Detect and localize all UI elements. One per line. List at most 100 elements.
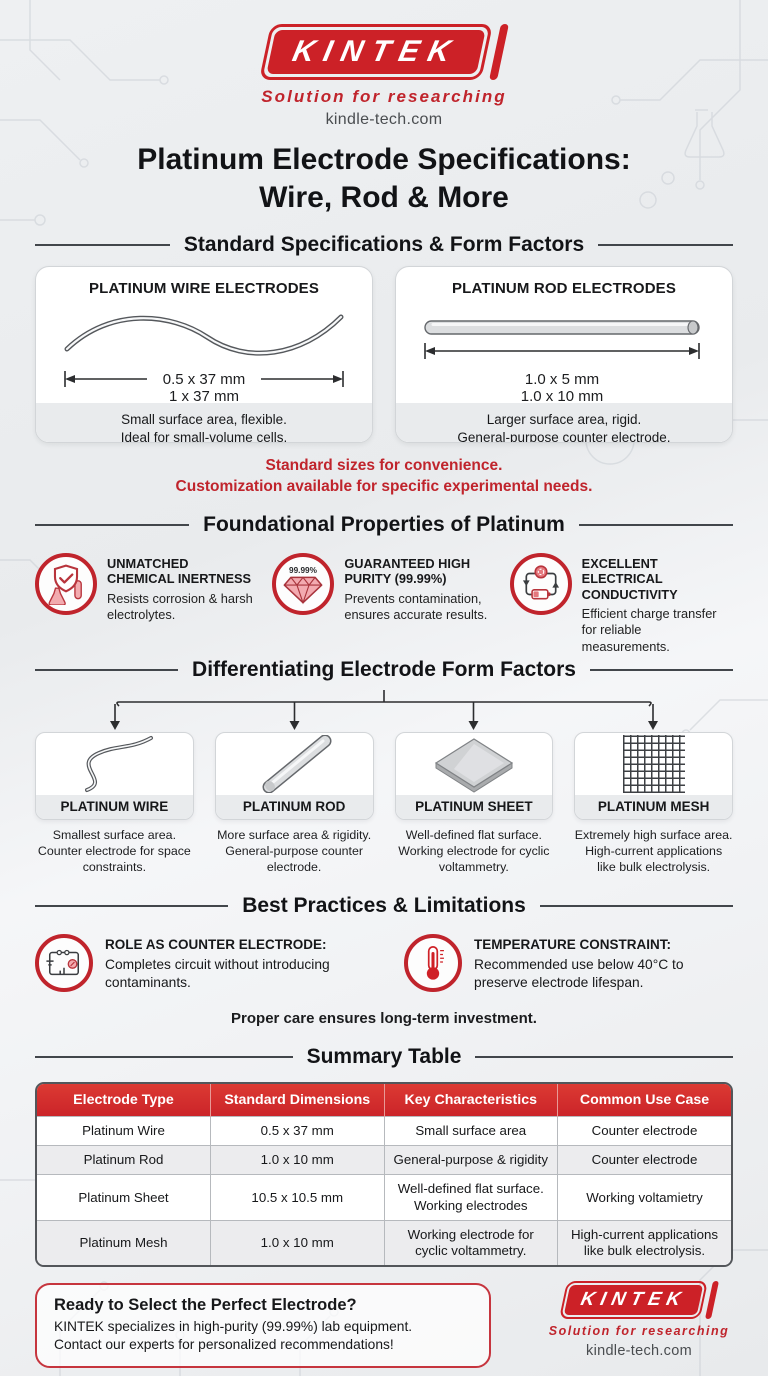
battery-circuit-icon — [509, 553, 572, 615]
property-title: EXCELLENT ELECTRICAL CONDUCTIVITY — [581, 556, 678, 602]
table-header-row: Electrode Type Standard Dimensions Key C… — [37, 1084, 731, 1117]
property-desc: Resists corrosion & harsh electrolytes. — [107, 590, 253, 623]
table-cell: General-purpose & rigidity — [383, 1145, 558, 1176]
form-factor-boxes: PLATINUM WIRE PLATINUM ROD PLATINUM SHEE… — [35, 732, 733, 820]
form-factor-descriptions: Smallest surface area. Counter electrode… — [35, 827, 733, 875]
rod-desc2: General-purpose counter electrode. — [457, 429, 671, 443]
summary-table: Electrode Type Standard Dimensions Key C… — [35, 1082, 733, 1268]
section-heading-summary: Summary Table — [35, 1045, 733, 1069]
summary-heading: Summary Table — [306, 1045, 462, 1068]
circuit-loop-icon — [35, 934, 93, 992]
wire-card: PLATINUM WIRE ELECTRODES 0.5 x 37 mm 1 x… — [35, 266, 373, 443]
cta-title: Ready to Select the Perfect Electrode? — [54, 1296, 357, 1314]
divider-line — [475, 1056, 733, 1058]
table-cell: Counter electrode — [557, 1115, 731, 1147]
spec-cards: PLATINUM WIRE ELECTRODES 0.5 x 37 mm 1 x… — [35, 266, 733, 443]
section-heading-properties: Foundational Properties of Platinum — [35, 513, 733, 537]
divider-line — [35, 905, 229, 907]
best-practices-heading: Best Practices & Limitations — [242, 894, 526, 917]
section-heading-form-factors: Differentiating Electrode Form Factors — [35, 658, 733, 682]
brand-tagline: Solution for researching — [261, 87, 507, 106]
table-row: Platinum Wire 0.5 x 37 mm Small surface … — [37, 1115, 731, 1147]
table-row: Platinum Mesh 1.0 x 10 mm Working electr… — [37, 1219, 731, 1266]
shield-flask-icon — [35, 553, 97, 615]
divider-line — [578, 524, 733, 526]
kintek-logo-small: KINTEK — [545, 1281, 733, 1319]
table-cell: 0.5 x 37 mm — [210, 1115, 385, 1147]
form-factor-sheet: PLATINUM SHEET — [394, 732, 554, 820]
property-inertness: UNMATCHED CHEMICAL INERTNESS Resists cor… — [35, 553, 258, 655]
brand-website: kindle-tech.com — [586, 1343, 692, 1359]
form-factor-wire: PLATINUM WIRE — [35, 732, 194, 820]
page-title-line2: Wire, Rod & More — [259, 180, 509, 214]
header: KINTEK Solution for researching kindle-t… — [35, 24, 733, 129]
care-note: Proper care ensures long-term investment… — [231, 1010, 537, 1027]
branch-connector — [35, 690, 733, 735]
divider-line — [589, 669, 733, 671]
table-cell: Working voltamietry — [557, 1174, 731, 1221]
property-desc: Prevents contamination, ensures accurate… — [344, 590, 488, 623]
table-cell: 1.0 x 10 mm — [210, 1219, 385, 1266]
table-cell: Counter electrode — [557, 1145, 731, 1176]
form-factor-label: PLATINUM ROD — [215, 795, 373, 819]
property-title: GUARANTEED HIGH PURITY (99.99%) — [344, 556, 471, 587]
form-factor-label: PLATINUM WIRE — [36, 795, 193, 819]
form-factor-label: PLATINUM MESH — [575, 795, 732, 819]
table-cell: Platinum Mesh — [37, 1219, 211, 1266]
note-line2: Customization available for specific exp… — [175, 477, 593, 495]
table-cell: 10.5 x 10.5 mm — [210, 1174, 385, 1221]
form-factors-heading: Differentiating Electrode Form Factors — [192, 658, 576, 681]
sheet-thumb-icon — [396, 733, 553, 795]
table-row: Platinum Rod 1.0 x 10 mm General-purpose… — [37, 1145, 731, 1176]
divider-line — [539, 905, 733, 907]
wire-card-footer: Small surface area, flexible. Ideal for … — [36, 403, 372, 443]
divider-line — [598, 244, 734, 246]
footer-brand: KINTEK Solution for researching kindle-t… — [545, 1281, 733, 1359]
rod-card: PLATINUM ROD ELECTRODES 1.0 x 5 mm 1.0 x… — [395, 266, 733, 443]
table-cell: High-current applications like bulk elec… — [557, 1219, 731, 1266]
note-line1: Standard sizes for convenience. — [265, 457, 503, 474]
rod-diagram: 1.0 x 5 mm 1.0 x 10 mm — [424, 320, 700, 403]
wire-dim1: 0.5 x 37 mm — [163, 371, 246, 388]
rod-card-footer: Larger surface area, rigid. General-purp… — [396, 403, 732, 443]
rod-desc1: Larger surface area, rigid. — [486, 412, 642, 427]
table-cell: Platinum Rod — [37, 1145, 211, 1176]
logo-slash-icon — [488, 24, 509, 80]
cta-line1: KINTEK specializes in high-purity (99.99… — [54, 1319, 413, 1334]
col-header: Common Use Case — [557, 1084, 731, 1117]
divider-line — [35, 244, 170, 246]
customization-note: Standard sizes for convenience. Customiz… — [35, 456, 733, 498]
form-factor-label: PLATINUM SHEET — [395, 795, 553, 819]
wire-card-title: PLATINUM WIRE ELECTRODES — [89, 280, 319, 297]
brand-name: KINTEK — [578, 1289, 689, 1310]
form-factor-desc: Smallest surface area. Counter electrode… — [37, 828, 191, 875]
page-title: Platinum Electrode Specifications: Wire,… — [35, 141, 733, 216]
form-factor-desc: More surface area & rigidity. General-pu… — [217, 828, 372, 875]
page-title-line1: Platinum Electrode Specifications: — [137, 143, 631, 176]
bp-desc: Completes circuit without introducing co… — [105, 957, 330, 990]
table-cell: Platinum Wire — [37, 1115, 211, 1147]
best-practices-row: ROLE AS COUNTER ELECTRODE: Completes cir… — [35, 934, 733, 992]
thermometer-icon — [404, 934, 463, 992]
rod-dim2: 1.0 x 10 mm — [521, 388, 604, 403]
section-heading-best-practices: Best Practices & Limitations — [35, 894, 733, 918]
mesh-thumb-icon — [575, 733, 732, 795]
table-row: Platinum Sheet 10.5 x 10.5 mm Well-defin… — [37, 1174, 731, 1221]
bp-title: ROLE AS COUNTER ELECTRODE: — [105, 937, 327, 952]
kintek-logo: KINTEK — [35, 24, 733, 80]
wire-desc2: Ideal for small-volume cells. — [120, 429, 288, 443]
property-purity: 99.99% GUARANTEED HIGH PURITY (99.99%) P… — [272, 553, 495, 655]
brand-name: KINTEK — [289, 35, 463, 68]
purity-badge: 99.99% — [289, 566, 318, 575]
col-header: Key Characteristics — [384, 1084, 558, 1117]
divider-line — [35, 1056, 293, 1058]
form-factor-rod: PLATINUM ROD — [214, 732, 374, 820]
cta-line2: Contact our experts for personalized rec… — [54, 1337, 394, 1353]
properties-row: UNMATCHED CHEMICAL INERTNESS Resists cor… — [35, 553, 733, 655]
bp-temperature: TEMPERATURE CONSTRAINT: Recommended use … — [404, 934, 733, 992]
brand-tagline: Solution for researching — [548, 1324, 730, 1338]
table-cell: Platinum Sheet — [37, 1174, 211, 1221]
wavy-wire-diagram: 0.5 x 37 mm 1 x 37 mm — [64, 314, 344, 403]
property-desc: Efficient charge transfer for reliable m… — [581, 606, 717, 654]
divider-line — [35, 669, 179, 671]
